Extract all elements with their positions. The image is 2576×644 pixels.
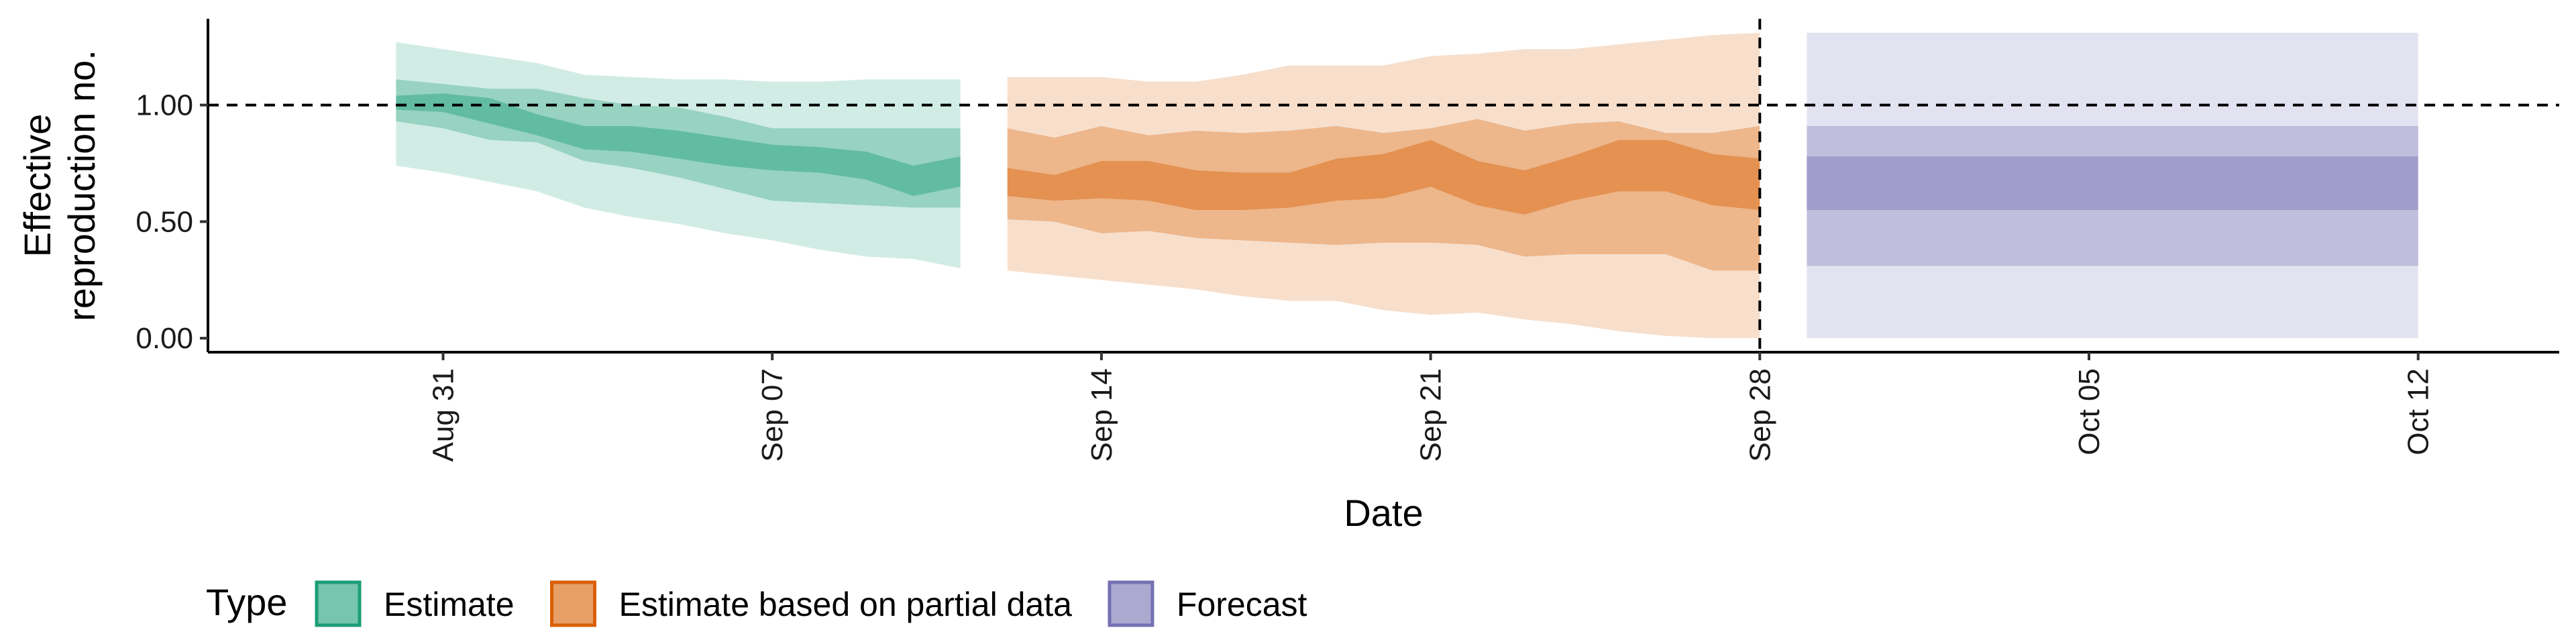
estimate-band-50 bbox=[396, 79, 961, 208]
y-tick-label: 0.00 bbox=[136, 322, 193, 355]
x-axis-title: Date bbox=[1344, 492, 1423, 534]
legend-key-forecast bbox=[1108, 580, 1155, 627]
forecast-band-90 bbox=[1807, 32, 2418, 339]
y-tick-label: 1.00 bbox=[136, 89, 193, 122]
x-tick-label: Sep 14 bbox=[1085, 368, 1118, 462]
forecast-band-50 bbox=[1807, 125, 2418, 266]
x-tick-label: Sep 28 bbox=[1743, 368, 1776, 462]
legend: Type Estimate Estimate based on partial d… bbox=[206, 580, 1307, 627]
forecast-band-20 bbox=[1807, 156, 2418, 210]
axes bbox=[200, 19, 2559, 360]
legend-title: Type bbox=[206, 581, 287, 623]
reference-lines bbox=[208, 19, 2559, 352]
y-axis-title-line: Effective bbox=[16, 114, 58, 258]
x-tick-label: Sep 07 bbox=[756, 368, 789, 462]
estimate-based-on-partial-data-band-90 bbox=[1007, 32, 1760, 339]
legend-key-estimate bbox=[315, 580, 362, 627]
x-tick-label: Sep 21 bbox=[1415, 368, 1448, 462]
y-axis-title: Effective reproduction no. bbox=[16, 50, 103, 321]
legend-label-estimate: Estimate bbox=[384, 586, 515, 623]
x-tick-label: Oct 12 bbox=[2402, 368, 2435, 455]
estimate-based-on-partial-data-band-20 bbox=[1007, 140, 1760, 215]
y-tick-label: 0.50 bbox=[136, 205, 193, 238]
x-tick-label: Aug 31 bbox=[427, 368, 460, 462]
credible-interval-bands bbox=[396, 32, 2418, 339]
estimate-based-on-partial-data-band-50 bbox=[1007, 119, 1760, 271]
estimate-band-90 bbox=[396, 42, 961, 268]
legend-label-forecast: Forecast bbox=[1177, 586, 1307, 623]
x-tick-label: Oct 05 bbox=[2073, 368, 2106, 455]
estimate-band-20 bbox=[396, 93, 961, 197]
tick-labels: 0.00 0.50 1.00 Aug 31 Sep 07 Sep 14 Sep 21 Sep … bbox=[136, 89, 2434, 462]
legend-label-estimate-based-on-partial-data: Estimate based on partial data bbox=[619, 586, 1073, 623]
legend-key-estimate-based-on-partial-data bbox=[550, 580, 597, 627]
y-axis-title-line: reproduction no. bbox=[60, 50, 103, 321]
